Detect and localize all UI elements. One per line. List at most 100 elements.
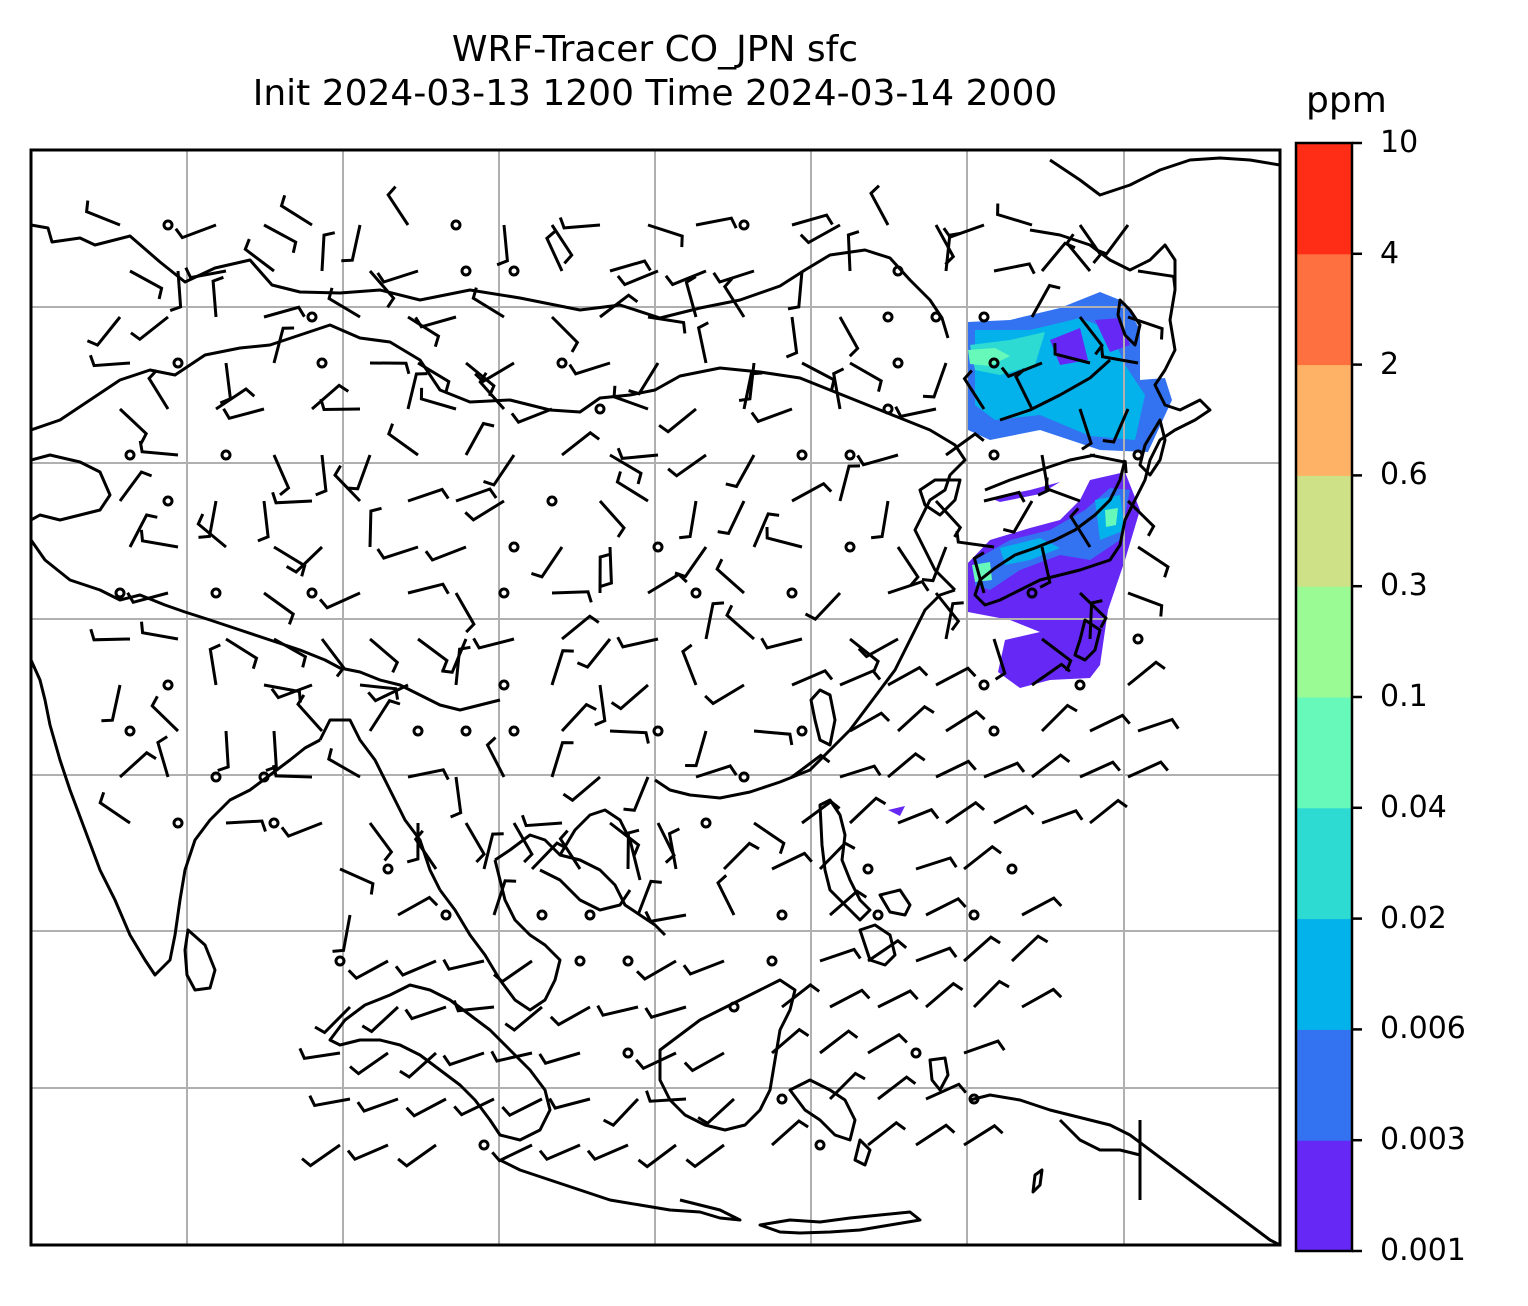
wind-barb [1010,934,1049,963]
wind-barb [211,275,224,318]
wind-barb [722,841,760,871]
calm-wind-marker [498,587,510,599]
wind-barb [644,910,687,924]
calm-wind-marker [508,541,520,553]
wind-barb [716,874,736,916]
colorbar-tick-label: 0.003 [1380,1122,1466,1158]
wind-barb [945,709,986,733]
calm-wind-marker [220,449,232,461]
wind-barb [644,1005,687,1019]
wind-barb [915,946,958,963]
wind-barb [856,453,899,467]
wind-barb [925,1082,968,1101]
wind-barb [935,759,977,779]
calm-wind-marker [844,541,856,553]
wind-barb [576,638,612,669]
wind-barb [963,935,1001,963]
wind-barb [1079,760,1121,779]
colorbar-tick-label: 0.006 [1380,1011,1466,1047]
wind-barb [464,822,486,864]
wind-barb [285,545,324,574]
wind-barb [887,579,930,595]
wind-barb [635,1051,677,1071]
wind-barb [801,799,841,825]
wind-barb [945,800,986,825]
wind-barb [272,326,295,364]
wind-barb [414,315,457,329]
colorbar-segment [1296,253,1352,366]
colorbar-segment [1296,697,1352,809]
wind-barb [308,1095,351,1108]
wind-barb [682,959,725,976]
wind-barb [550,315,580,353]
wind-barb [602,1097,640,1128]
wind-barb [753,729,794,746]
wind-barb [993,804,1035,825]
calm-markers [114,219,1144,1151]
colorbar-tick-label: 0.1 [1380,679,1428,714]
wind-barb [359,683,400,700]
wind-barb [130,315,169,342]
map-frame [29,148,1282,1247]
wind-barb [368,270,396,309]
colorbar-tick-label: 0.001 [1380,1233,1466,1268]
wind-barb [257,500,270,543]
wind-barb [1041,809,1084,825]
calm-wind-marker [1006,863,1018,875]
wind-barb [442,958,485,971]
wind-barb [867,938,908,963]
wind-barb [1039,546,1052,589]
title-line-2: Init 2024-03-13 1200 Time 2024-03-14 200… [252,73,1058,114]
wind-barb [791,753,831,779]
wind-barb [471,287,505,319]
wind-barb [333,464,362,503]
wind-barb [897,807,940,825]
calm-wind-marker [334,955,346,967]
colorbar-segment [1296,143,1352,255]
wind-barb [356,1097,399,1113]
calm-wind-marker [882,403,894,415]
wind-barb [424,545,467,562]
wind-barbs [84,184,1180,1169]
calm-wind-marker [652,725,664,737]
calm-wind-marker [796,449,808,461]
calm-wind-marker [478,1139,490,1151]
wind-barb [715,558,745,595]
wind-barb [270,683,313,700]
wind-barb [386,185,410,226]
wind-barb [594,684,607,727]
wind-barb [829,988,871,1009]
wind-barb [896,704,935,733]
wind-barb [150,695,180,733]
wind-barb [955,531,995,549]
calm-wind-marker [814,1139,826,1151]
wind-barb [609,729,650,744]
wind-barb [1078,316,1104,356]
wind-barb [944,601,964,640]
wind-barb [1041,637,1073,672]
calm-wind-marker [738,771,750,783]
calm-wind-marker [988,357,1000,369]
wind-barb [273,545,307,577]
wind-barb [263,223,298,254]
calm-wind-marker [1026,587,1038,599]
wind-barb [877,989,919,1009]
wind-barb [696,321,709,364]
calm-wind-marker [978,311,990,323]
wind-barb [265,730,278,772]
wind-barb [697,1097,736,1126]
wind-barb [550,649,574,686]
wind-barb [520,814,563,828]
wind-barb [869,184,890,226]
wind-barb [685,1143,725,1169]
wind-barb [492,879,517,916]
wind-barb [367,683,409,703]
calm-wind-marker [584,909,596,921]
wind-barb [857,637,899,659]
wind-barb [407,582,450,595]
wind-barb [828,1071,866,1101]
wind-barb [369,361,411,375]
wind-barb [271,491,313,505]
calm-wind-marker [862,863,874,875]
